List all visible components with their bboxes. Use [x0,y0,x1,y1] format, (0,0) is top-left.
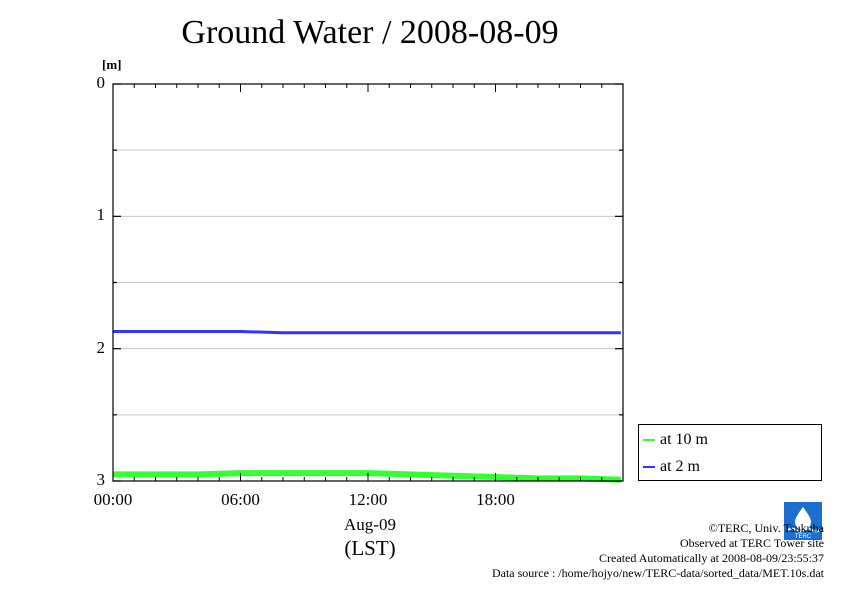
axis-ticks [112,83,624,482]
source-text: Data source : /home/hojyo/new/TERC-data/… [491,566,824,580]
terc-logo-icon: TERC [784,502,822,540]
x-axis-date: Aug-09 [344,515,396,534]
x-tick-label: 12:00 [348,490,388,509]
legend: at 10 m at 2 m [638,424,822,481]
legend-swatch-2m [643,466,655,468]
x-tick-label: 06:00 [221,490,260,509]
observed-text: Observed at TERC Tower site [679,536,824,550]
y-tick-label: 1 [96,205,106,225]
series-line-10m [113,470,621,483]
legend-label-2m: at 2 m [660,458,700,475]
credits-block: ©TERC, Univ. Tsukuba Observed at TERC To… [492,521,824,581]
y-axis-unit: [m] [102,57,122,72]
created-text: Created Automatically at 2008-08-09/23:5… [599,551,824,565]
y-tick-label: 2 [96,337,106,357]
x-tick-label: 00:00 [93,490,133,509]
chart-title: Ground Water / 2008-08-09 [181,14,559,51]
series-lines [113,330,621,483]
series-line-2m [113,330,621,335]
legend-item-10m: at 10 m [643,430,708,450]
x-axis-unit: (LST) [344,536,396,560]
x-tick-label: 18:00 [476,490,515,509]
legend-swatch-10m [643,439,655,441]
y-tick-label: 0 [96,73,106,92]
legend-label-10m: at 10 m [660,431,708,448]
copyright-text: ©TERC, Univ. Tsukuba [708,521,824,535]
y-tick-label: 3 [96,470,106,489]
logo-text: TERC [795,534,812,540]
legend-item-2m: at 2 m [643,457,700,477]
grid-lines [113,149,623,416]
